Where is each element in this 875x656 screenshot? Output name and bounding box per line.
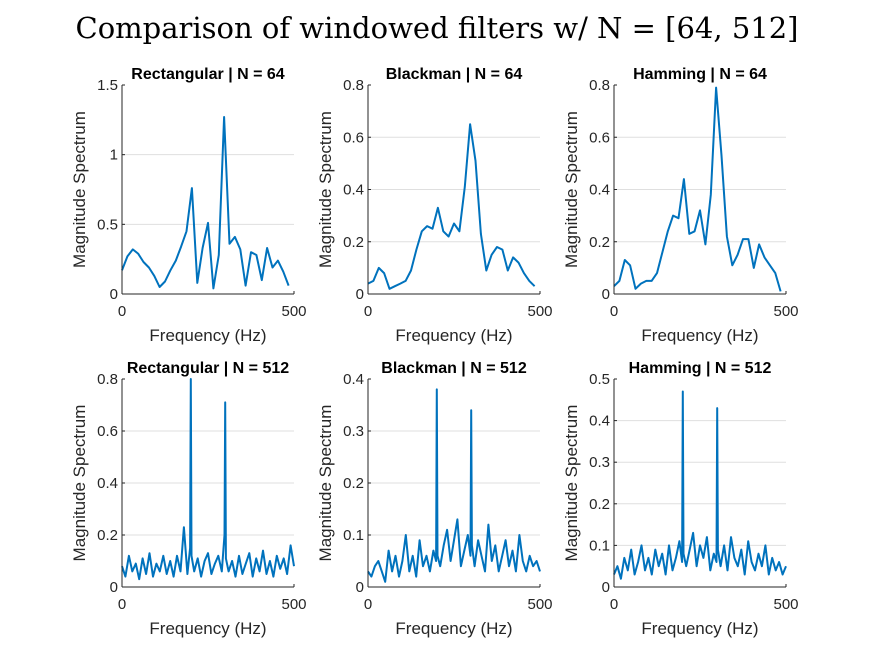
subplot-5: 0 0.1 0.2 0.3 0.4 0 500 Blackman | N = 512 Frequ… [316,360,553,638]
subplot-title: Hamming | N = 512 [629,360,772,377]
x-tick-label: 500 [773,303,798,320]
x-tick-label: 500 [773,596,798,613]
subplot-4: 0 0.2 0.4 0.6 0.8 0 500 Rectangular | N = 512 Fr… [70,360,307,638]
subplot-title: Rectangular | N = 512 [127,360,289,377]
y-tick-label: 0.2 [343,475,364,492]
y-tick-label: 0.4 [343,371,364,388]
y-tick-label: 0 [602,286,610,303]
y-axis-label: Magnitude Spectrum [562,111,581,268]
y-tick-label: 0.6 [97,423,118,440]
spectrum-line [121,378,295,581]
subplot-3: 0 0.2 0.4 0.6 0.8 0 500 Hamming | N = 64 Frequen… [562,66,799,345]
spectrum-line [121,116,290,290]
subplot-grid: 0 0.5 1 1.5 0 500 Rectangular | N = 64 Frequenc… [70,66,799,638]
subplot-1: 0 0.5 1 1.5 0 500 Rectangular | N = 64 Frequenc… [70,66,307,345]
y-tick-label: 0 [356,579,364,596]
x-tick-label: 500 [527,596,552,613]
x-axis-label: Frequency (Hz) [395,619,512,638]
y-tick-label: 0 [356,286,364,303]
x-tick-label: 0 [364,596,372,613]
x-tick-label: 0 [364,303,372,320]
subplot-title: Rectangular | N = 64 [131,66,285,83]
x-tick-label: 500 [281,303,306,320]
y-tick-label: 0.1 [589,537,610,554]
x-tick-label: 0 [118,303,126,320]
y-tick-label: 0.2 [343,234,364,251]
y-axis-label: Magnitude Spectrum [70,111,89,268]
y-tick-label: 0.2 [589,496,610,513]
x-tick-label: 0 [118,596,126,613]
x-tick-label: 500 [527,303,552,320]
x-axis-label: Frequency (Hz) [149,326,266,345]
subplot-title: Hamming | N = 64 [633,66,767,83]
y-tick-label: 0.2 [97,527,118,544]
x-tick-label: 500 [281,596,306,613]
y-axis-label: Magnitude Spectrum [70,405,89,562]
y-axis-label: Magnitude Spectrum [316,405,335,562]
x-tick-label: 0 [610,303,618,320]
subplot-title: Blackman | N = 64 [386,66,523,83]
y-tick-label: 0.5 [97,216,118,233]
subplot-6: 0 0.1 0.2 0.3 0.4 0.5 0 500 Hamming | N = 512 Fre… [562,360,799,638]
y-tick-label: 0.8 [589,77,610,94]
x-axis-label: Frequency (Hz) [149,619,266,638]
x-axis-label: Frequency (Hz) [641,619,758,638]
y-tick-label: 0.8 [97,371,118,388]
figure-title: Comparison of windowed filters w/ N = [6… [76,11,799,45]
y-tick-label: 0 [110,286,118,303]
x-axis-label: Frequency (Hz) [641,326,758,345]
x-axis-label: Frequency (Hz) [395,326,512,345]
subplot-title: Blackman | N = 512 [381,360,527,377]
y-axis-label: Magnitude Spectrum [562,405,581,562]
y-tick-label: 0.1 [343,527,364,544]
y-tick-label: 0 [110,579,118,596]
x-tick-label: 0 [610,596,618,613]
y-tick-label: 0.8 [343,77,364,94]
y-tick-label: 0.4 [589,413,610,430]
y-tick-label: 1 [110,147,118,164]
y-tick-label: 0.3 [343,423,364,440]
spectrum-line [613,86,782,292]
spectrum-line [613,390,787,580]
y-tick-label: 0.2 [589,234,610,251]
y-tick-label: 0.6 [589,129,610,146]
y-axis-label: Magnitude Spectrum [316,111,335,268]
y-tick-label: 0.4 [343,182,364,199]
y-tick-label: 0.4 [97,475,118,492]
y-tick-label: 0.5 [589,371,610,388]
spectrum-line [367,388,541,583]
y-tick-label: 0.3 [589,454,610,471]
y-tick-label: 0 [602,579,610,596]
y-tick-label: 0.6 [343,129,364,146]
y-tick-label: 0.4 [589,182,610,199]
y-tick-label: 1.5 [97,77,118,94]
spectrum-line [367,123,536,290]
subplot-2: 0 0.2 0.4 0.6 0.8 0 500 Blackman | N = 64 Freque… [316,66,553,345]
